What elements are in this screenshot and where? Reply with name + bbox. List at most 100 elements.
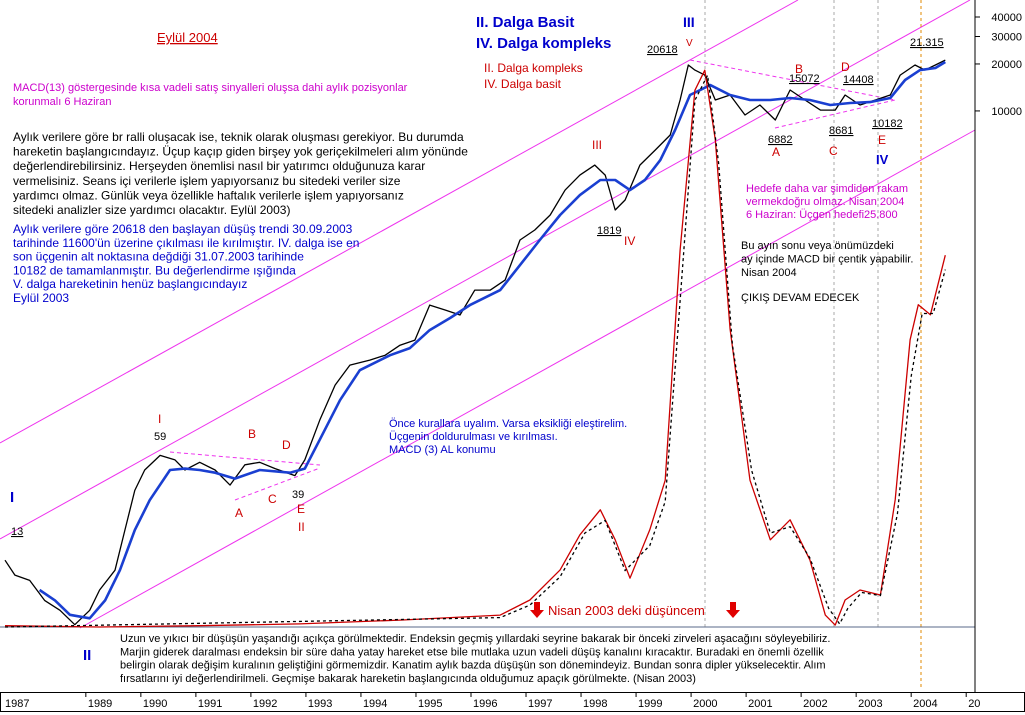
- x-tick-label: 1996: [473, 698, 497, 710]
- y-tick-label: 20000: [991, 59, 1022, 71]
- channel-lines: [0, 0, 976, 629]
- note-text: ay içinde MACD bir çentik yapabilir.: [741, 254, 913, 266]
- note-text: fırsatlarını iyi değerlendirilmeli. Geçm…: [120, 673, 696, 685]
- channel-upper: [0, 0, 799, 444]
- arrow-down: [726, 602, 740, 618]
- y-tick-label: 40000: [991, 12, 1022, 24]
- note-text: vermekdoğru olmaz. Nisan 2004: [746, 196, 904, 208]
- triangle-line: [234, 467, 321, 501]
- note-text: IV. Dalga basit: [484, 77, 562, 91]
- wave-label: B: [795, 62, 803, 76]
- wave-label: C: [268, 492, 277, 506]
- wave-label: II: [298, 520, 305, 534]
- x-tick-label: 1993: [308, 698, 332, 710]
- channel-middle: [0, 0, 971, 540]
- note-text: Önce kurallara uyalım. Varsa eksikliği e…: [389, 418, 627, 430]
- note-text: Aylık verilere göre 20618 den başlayan d…: [13, 222, 353, 236]
- arrow-down: [530, 602, 544, 618]
- wave-label: 1819: [597, 225, 621, 237]
- wave-label: V: [686, 38, 693, 49]
- x-tick-label: 1987: [5, 698, 29, 710]
- wave-label: II: [83, 647, 91, 664]
- wave-label: E: [297, 502, 305, 516]
- series-line: [38, 60, 946, 620]
- series-line: [4, 74, 946, 628]
- wave-label: III: [592, 138, 602, 152]
- wave-label: 14408: [843, 74, 874, 86]
- wave-label: 6882: [768, 134, 792, 146]
- note-text: korunmalı 6 Haziran: [13, 96, 111, 108]
- note-text: II. Dalga kompleks: [484, 61, 583, 75]
- wave-label: B: [248, 427, 256, 441]
- note-text: Bu ayın sonu veya önümüzdeki: [741, 240, 894, 252]
- x-tick-label: 2002: [803, 698, 827, 710]
- x-tick-label: 1998: [583, 698, 607, 710]
- wave-label: IV: [876, 152, 889, 167]
- x-tick-label: 1995: [418, 698, 442, 710]
- arrows: [530, 602, 740, 618]
- note-text: Eylül 2003: [13, 291, 69, 305]
- wave-label: 8681: [829, 125, 853, 137]
- note-text: değerlendirebilirsiniz. Herşeyden önemli…: [13, 159, 425, 173]
- series-line: [4, 59, 946, 626]
- annotations: 1987 1989 1990 1991 1992 1993 1994 1995 1996 1997…: [5, 12, 1022, 710]
- wave-label: A: [235, 506, 243, 520]
- plot: [4, 16, 980, 697]
- wave-label: I: [10, 489, 14, 506]
- note-text: Üçgenin doldurulması ve kırılması.: [389, 431, 558, 443]
- note-text: hareketin başlangıcındayız. Üçup kaçıp g…: [13, 145, 468, 159]
- note-text: sitedeki analizler size yardımcı olacakt…: [13, 203, 290, 217]
- y-tick-label: 10000: [991, 106, 1022, 118]
- x-tick-label: 2000: [693, 698, 717, 710]
- note-text: Hedefe daha var şimdiden rakam: [746, 183, 908, 195]
- note-text: yardımcı olmaz. Günlük veya özellikle ha…: [13, 188, 404, 202]
- note-text: Aylık verilere göre br ralli oluşacak is…: [13, 130, 464, 144]
- note-text: belirgin olarak değişim kuralının gelişt…: [120, 660, 826, 672]
- wave-label: 20618: [647, 44, 678, 56]
- series-line: [4, 69, 946, 628]
- x-tick-label: 1992: [253, 698, 277, 710]
- note-text: Uzun ve yıkıcı bir düşüşün yaşandığı açı…: [120, 633, 830, 645]
- note-text: son üçgenin alt noktasına değdiği 31.07.…: [13, 250, 304, 264]
- wave-label: 15072: [789, 73, 820, 85]
- channel-lower: [79, 129, 976, 629]
- wave-label: C: [829, 144, 838, 158]
- note-text: 6 Haziran: Üçgen hedefi25.800: [746, 209, 898, 221]
- note-text: ÇIKIŞ DEVAM EDECEK: [741, 292, 860, 304]
- x-tick-label: 20: [968, 698, 980, 710]
- note-text: II. Dalga Basit: [476, 14, 574, 31]
- note-text: MACD(13) göstergesinde kısa vadeli satış…: [13, 82, 408, 94]
- note-text: MACD (3) AL konumu: [389, 444, 496, 456]
- x-tick-label: 1994: [363, 698, 387, 710]
- note-text: tarihinde 11600'ün üzerine çıkılması ile…: [13, 236, 359, 250]
- wave-label: 13: [11, 526, 23, 538]
- wave-label: 21.315: [910, 37, 944, 49]
- wave-label: I: [158, 412, 161, 426]
- x-tick-label: 2003: [858, 698, 882, 710]
- note-text: Eylül 2004: [157, 30, 218, 45]
- note-text: IV. Dalga kompleks: [476, 35, 611, 52]
- x-tick-label: 2001: [748, 698, 772, 710]
- wave-label: 59: [154, 431, 166, 443]
- note-text: 10182 de tamamlanmıştır. Bu değerlendirm…: [13, 263, 296, 277]
- x-tick-label: 1997: [528, 698, 552, 710]
- note-text: V. dalga hareketinin henüz başlangıcında…: [13, 277, 247, 291]
- wave-label: A: [772, 145, 780, 159]
- note-text: Marjin giderek daralması endeksin bir sü…: [120, 646, 824, 658]
- x-tick-label: 1999: [638, 698, 662, 710]
- wave-label: 39: [292, 489, 304, 501]
- wave-label: D: [841, 60, 850, 74]
- x-tick-label: 2004: [913, 698, 937, 710]
- x-tick-label: 1989: [88, 698, 112, 710]
- wave-label: D: [282, 438, 291, 452]
- wave-label: IV: [624, 234, 635, 248]
- x-tick-label: 1990: [143, 698, 167, 710]
- y-tick-label: 30000: [991, 31, 1022, 43]
- note-text: Nisan 2003 deki düşüncem: [548, 603, 705, 618]
- note-text: Nisan 2004: [741, 267, 797, 279]
- wave-label: 10182: [872, 118, 903, 130]
- note-text: vermelisiniz. Seans içi verilerle işlem …: [13, 174, 401, 188]
